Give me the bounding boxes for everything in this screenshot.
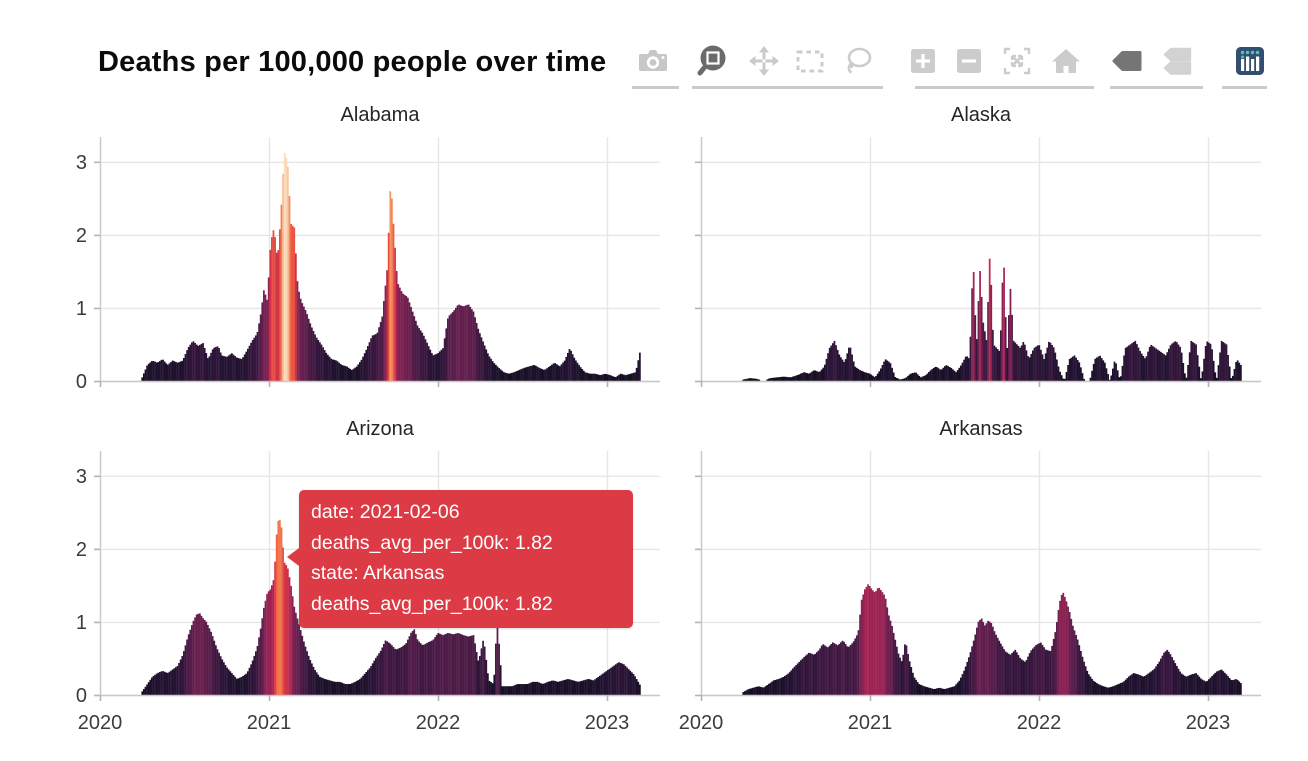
camera-icon[interactable] <box>636 44 670 78</box>
subplot-title-arkansas: Arkansas <box>939 418 1023 440</box>
svg-text:0: 0 <box>76 685 87 707</box>
svg-text:2021: 2021 <box>848 712 893 734</box>
zoom-extents-icon[interactable] <box>1000 44 1034 78</box>
hover-tag-icon[interactable] <box>1110 44 1144 78</box>
svg-text:2020: 2020 <box>679 712 724 734</box>
svg-text:2023: 2023 <box>1186 712 1231 734</box>
toolbar-separator <box>1222 86 1267 89</box>
svg-text:0: 0 <box>76 371 87 393</box>
svg-text:2: 2 <box>76 225 87 247</box>
bokeh-logo-icon[interactable] <box>1233 44 1267 78</box>
svg-text:1: 1 <box>76 298 87 320</box>
plot-canvas-alaska[interactable] <box>641 129 1281 429</box>
svg-text:2020: 2020 <box>78 712 123 734</box>
box-select-icon[interactable] <box>793 44 827 78</box>
tooltip-date: date: 2021-02-06 <box>311 501 460 523</box>
plot-canvas-arkansas[interactable]: 2020 2021 2022 2023 <box>641 443 1281 743</box>
toolbar-separator <box>915 86 1094 89</box>
home-icon[interactable] <box>1049 44 1083 78</box>
svg-text:2021: 2021 <box>247 712 292 734</box>
lasso-icon[interactable] <box>841 44 875 78</box>
zoom-out-icon[interactable] <box>952 44 986 78</box>
toolbar <box>0 0 1308 100</box>
toolbar-separator <box>632 86 679 89</box>
hover-tags-icon[interactable] <box>1160 44 1194 78</box>
box-zoom-icon[interactable] <box>696 44 730 78</box>
pan-icon[interactable] <box>747 44 781 78</box>
svg-text:1: 1 <box>76 612 87 634</box>
subplot-title-arizona: Arizona <box>346 418 414 440</box>
tooltip-deaths: deaths_avg_per_100k: 1.82 <box>311 531 553 554</box>
svg-text:2022: 2022 <box>416 712 461 734</box>
svg-text:2: 2 <box>76 539 87 561</box>
toolbar-separator <box>1110 86 1203 89</box>
svg-text:2022: 2022 <box>1017 712 1062 734</box>
tooltip-deaths-2: deaths_avg_per_100k: 1.82 <box>311 592 553 615</box>
page-title: Deaths per 100,000 people over time <box>98 46 607 78</box>
svg-text:2023: 2023 <box>585 712 630 734</box>
svg-text:3: 3 <box>76 152 87 174</box>
plot-canvas-arizona[interactable]: 0 1 2 3 2020 2021 2022 2023 <box>40 443 680 743</box>
subplot-title-alaska: Alaska <box>950 104 1012 126</box>
tooltip-arrow <box>287 548 299 566</box>
plot-canvas-alabama[interactable]: 0 1 2 3 <box>40 129 680 429</box>
toolbar-separator <box>692 86 883 89</box>
subplot-title-alabama: Alabama <box>340 104 420 126</box>
svg-text:3: 3 <box>76 466 87 488</box>
zoom-in-icon[interactable] <box>906 44 940 78</box>
hover-tooltip: date: 2021-02-06 deaths_avg_per_100k: 1.… <box>287 490 633 628</box>
tooltip-state: state: Arkansas <box>311 562 445 584</box>
